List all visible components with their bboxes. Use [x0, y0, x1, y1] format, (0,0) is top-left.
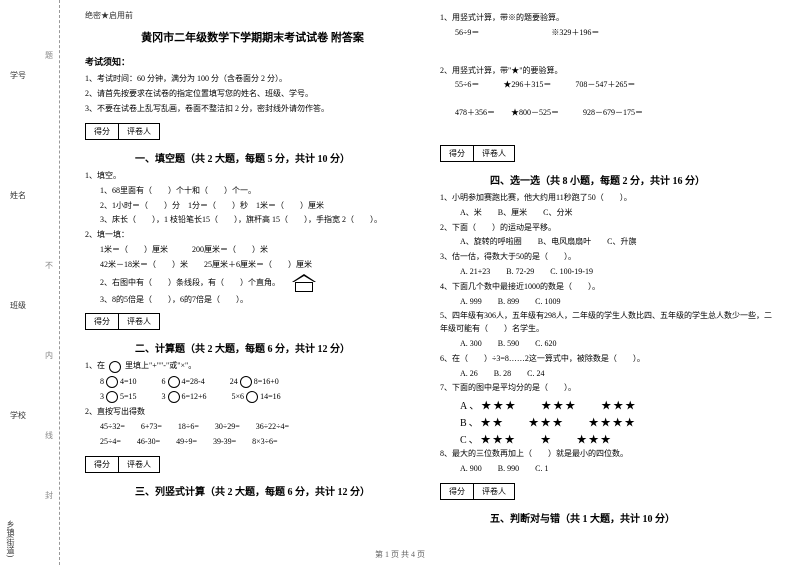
q2-3: 2、右图中有（ ）条线段，有（ ）个直角。 [100, 274, 420, 292]
grader-label-5: 评卷人 [474, 484, 514, 499]
s4-q5-opt: A. 300 B. 590 C. 620 [460, 338, 775, 351]
q2-1: 1米＝（ ）厘米 200厘米＝（ ）米 [100, 244, 420, 257]
score-label-3: 得分 [86, 457, 119, 472]
score-label-2: 得分 [86, 314, 119, 329]
s4-q6-opt: A. 26 B. 28 C. 24 [460, 368, 775, 381]
notice-1: 1、考试时间：60 分钟，满分为 100 分（含卷面分 2 分）。 [85, 73, 420, 85]
circle-icon [109, 361, 121, 373]
s4-q4: 4、下面几个数中最接近1000的数是（ ）。 [440, 281, 775, 294]
s4-q4-opt: A. 999 B. 899 C. 1009 [460, 296, 775, 309]
seal-char-1: 封 [45, 490, 53, 501]
score-box-2: 得分 评卷人 [85, 313, 160, 330]
q2-4: 3、8的5倍是（ ），6的7倍是（ ）。 [100, 294, 420, 307]
seal-char-5: 题 [45, 50, 53, 61]
section-3-title: 三、列竖式计算（共 2 大题，每题 6 分，共计 12 分） [135, 483, 420, 498]
s3-q2: 2、用竖式计算，带"★"的要验算。 [440, 65, 775, 78]
binding-id: 学号 [10, 70, 26, 81]
left-column: 绝密★启用前 黄冈市二年级数学下学期期末考试试卷 附答案 考试须知： 1、考试时… [75, 10, 430, 560]
binding-school: 学校 [10, 410, 26, 421]
s2-c1: 45÷32= 6+73= 18÷6= 30÷29= 36÷22÷4= [100, 421, 420, 434]
content-area: 绝密★启用前 黄冈市二年级数学下学期期末考试试卷 附答案 考试须知： 1、考试时… [60, 0, 800, 565]
confidential-mark: 绝密★启用前 [85, 10, 420, 21]
grader-label-2: 评卷人 [119, 314, 159, 329]
s4-q7: 7、下面的图中是平均分的是（ ）。 [440, 382, 775, 395]
grader-label-4: 评卷人 [474, 146, 514, 161]
q1-1: 1、68里面有（ ）个十和（ ）个一。 [100, 185, 420, 198]
s4-q1: 1、小明参加赛跑比赛，他大约用11秒跑了50（ ）。 [440, 192, 775, 205]
page-footer: 第 1 页 共 4 页 [0, 549, 800, 560]
grader-label: 评卷人 [119, 124, 159, 139]
s3-q2-2: 478＋356＝ ★800－525＝ 928－679－175＝ [455, 107, 775, 120]
calc-row-2: 35=15 36=12+6 5×614=16 [100, 391, 420, 403]
s4-q2-opt: A、旋转的呼啦圈 B、电风扇扇叶 C、升旗 [460, 236, 775, 249]
score-label-5: 得分 [441, 484, 474, 499]
score-box-5: 得分 评卷人 [440, 483, 515, 500]
s4-q1-opt: A、米 B、厘米 C、分米 [460, 207, 775, 220]
seal-char-2: 线 [45, 430, 53, 441]
section-1-title: 一、填空题（共 2 大题，每题 5 分，共计 10 分） [135, 150, 420, 165]
q1-2: 2、1小时＝（ ）分 1分＝（ ）秒 1米＝（ ）厘米 [100, 200, 420, 213]
score-box-3: 得分 评卷人 [85, 456, 160, 473]
s4-q2: 2、下面（ ）的运动是平移。 [440, 222, 775, 235]
score-box-4: 得分 评卷人 [440, 145, 515, 162]
section-4-title: 四、选一选（共 8 小题，每题 2 分，共计 16 分） [490, 172, 775, 187]
grader-label-3: 评卷人 [119, 457, 159, 472]
q2-2: 42米－18米＝（ ）米 25厘米＋6厘米＝（ ）厘米 [100, 259, 420, 272]
s2-q1: 1、在 里填上"+""-"或"×"。 [85, 360, 420, 373]
score-box-1: 得分 评卷人 [85, 123, 160, 140]
q1-3: 3、床长（ ），1 枝铅笔长15（ ），旗杆高 15（ ），手指宽 2（ ）。 [100, 214, 420, 227]
exam-page: 乡镇(街道) 学校 班级 姓名 学号 封 线 内 不 题 绝密★启用前 黄冈市二… [0, 0, 800, 565]
exam-title: 黄冈市二年级数学下学期期末考试试卷 附答案 [85, 29, 420, 45]
s3-q2-1: 55÷6＝ ★296＋315＝ 708－547＋265＝ [455, 79, 775, 92]
s4-q8-opt: A. 900 B. 990 C. 1 [460, 463, 775, 476]
s2-c2: 25÷4= 46-30= 49÷9= 39-39= 8×3÷6= [100, 436, 420, 449]
calc-row-1: 84=10 64=28-4 248=16+0 [100, 376, 420, 388]
notice-heading: 考试须知： [85, 55, 420, 68]
binding-margin: 乡镇(街道) 学校 班级 姓名 学号 封 线 内 不 题 [0, 0, 60, 565]
score-label: 得分 [86, 124, 119, 139]
house-icon [292, 274, 316, 292]
notice-2: 2、请首先按要求在试卷的指定位置填写您的姓名、班级、学号。 [85, 88, 420, 100]
section-2-title: 二、计算题（共 2 大题，每题 6 分，共计 12 分） [135, 340, 420, 355]
score-label-4: 得分 [441, 146, 474, 161]
binding-name: 姓名 [10, 190, 26, 201]
s3-q1-1: 56÷9＝ ※329＋196＝ [455, 27, 775, 40]
q2-3-text: 2、右图中有（ ）条线段，有（ ）个直角。 [100, 277, 280, 286]
seal-char-4: 不 [45, 260, 53, 271]
s2-q1-suf: 里填上"+""-"或"×"。 [125, 361, 196, 370]
q1: 1、填空。 [85, 170, 420, 183]
s4-q5: 5、四年级有306人，五年级有298人，二年级的学生人数比四、五年级的学生总人数… [440, 310, 775, 336]
section-5-title: 五、判断对与错（共 1 大题，共计 10 分） [490, 510, 775, 525]
s4-q3-opt: A. 21+23 B. 72-29 C. 100-19-19 [460, 266, 775, 279]
s3-q1: 1、用竖式计算，带※的题要验算。 [440, 12, 775, 25]
s4-q3: 3、估一估，得数大于50的是（ ）。 [440, 251, 775, 264]
s4-q7-b: B、★★ ★★★ ★★★★ [460, 414, 775, 429]
s2-q1-pre: 1、在 [85, 361, 105, 370]
seal-char-3: 内 [45, 350, 53, 361]
right-column: 1、用竖式计算，带※的题要验算。 56÷9＝ ※329＋196＝ 2、用竖式计算… [430, 10, 785, 560]
q2: 2、填一填： [85, 229, 420, 242]
s2-q2: 2、直按写出得数 [85, 406, 420, 419]
notice-3: 3、不要在试卷上乱写乱画，卷面不整洁扣 2 分，密封线外请勿作答。 [85, 103, 420, 115]
binding-class: 班级 [10, 300, 26, 311]
s4-q7-a: A、★★★ ★★★ ★★★ [460, 397, 775, 412]
s4-q8: 8、最大的三位数再加上（ ）就是最小的四位数。 [440, 448, 775, 461]
s4-q6: 6、在（ ）÷3=8……2这一算式中，被除数是（ ）。 [440, 353, 775, 366]
s4-q7-c: C、★★★ ★ ★★★ [460, 431, 775, 446]
